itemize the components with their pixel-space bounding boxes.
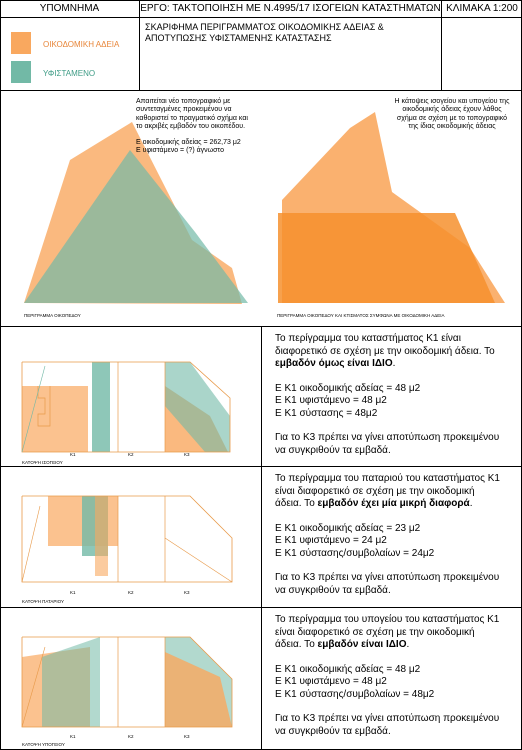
plot-right-caption: ΠΕΡΙΓΡΑΜΜΑ ΟΙΚΟΠΕΔΟΥ ΚΑΙ ΚΤΙΣΜΑΤΟΣ ΣΥΜΦΩ… <box>277 313 445 318</box>
basement-intro-line-3: άδεια. Το εμβαδόν είναι ΙΔΙΟ. <box>275 639 410 650</box>
basement-intro-line-1: Το περίγραμμα του υπογείου του καταστήμα… <box>275 614 500 625</box>
mezzanine-unit-k2: Κ2 <box>128 590 134 595</box>
ground-inner-steps <box>37 386 51 427</box>
legend-swatch-permit <box>11 32 31 54</box>
building-footprint-shape <box>278 213 495 303</box>
legend-bottom-rule <box>0 90 522 91</box>
mezzanine-unit-k1: Κ1 <box>70 590 76 595</box>
ground-existing-shape <box>92 362 110 452</box>
sheet-title-line-2: ΑΠΟΤΥΠΩΣΗΣ ΥΦΙΣΤΑΜΕΝΗΣ ΚΑΤΑΣΤΑΣΗΣ <box>145 33 332 43</box>
ground-area-permit: Ε Κ1 οικοδομικής αδείας = 48 μ2 <box>275 382 421 394</box>
basement-description: Το περίγραμμα του υπογείου του καταστήμα… <box>275 614 520 738</box>
sections-divider <box>261 326 262 750</box>
basement-area-existing: Ε Κ1 υφιστάμενο = 48 μ2 <box>275 676 387 687</box>
frame-top <box>0 0 522 1</box>
ground-intro-line-1: Το περίγραμμα του καταστήματος Κ1 είναι <box>275 333 461 344</box>
ground-description: Το περίγραμμα του καταστήματος Κ1 είναι … <box>275 333 520 457</box>
plot-area-permit: Ε οικοδομικής αδείας = 262,73 μ2 <box>136 139 241 147</box>
legend-label-permit: ΟΙΚΟΔΟΜΙΚΗ ΑΔΕΙΑ <box>43 40 120 49</box>
mezzanine-unit-k3: Κ3 <box>184 590 190 595</box>
basement-permit-k3-shape <box>165 652 232 727</box>
ground-existing-k3-shape <box>165 362 230 452</box>
mezzanine-diagonal <box>21 505 41 583</box>
plot-existing-shape <box>24 150 248 303</box>
ground-area-deed: Ε Κ1 σύστασης = 48μ2 <box>275 407 378 419</box>
plot-right-note-line-4: της ίδιας οικοδομικής άδειας <box>408 122 496 130</box>
ground-outro-line-2: να συγκριθούν τα εμβαδά. <box>275 444 391 456</box>
basement-floor-plan <box>21 636 233 728</box>
basement-unit-k3: Κ3 <box>184 734 190 739</box>
basement-area-deed: Ε Κ1 σύστασης/συμβολαίων = 48μ2 <box>275 688 435 700</box>
scale-label: ΚΛΙΜΑΚΑ 1:200 <box>446 3 518 14</box>
plot-left-note-line-2: συντεταγμένες προκειμένου να <box>136 106 232 114</box>
mezzanine-intro-line-2: είναι διαφορετικό σε σχέση με την οικοδο… <box>275 485 475 497</box>
ground-unit-k3: Κ3 <box>184 452 190 457</box>
mezzanine-outline <box>21 495 233 583</box>
mezzanine-area-permit: Ε Κ1 οικοδομικής αδείας = 23 μ2 <box>275 522 421 534</box>
plot-right-note-line-3: σχήμα σε σχέση με το τοπογραφικό <box>396 114 508 122</box>
basement-unit-k2: Κ2 <box>128 734 134 739</box>
ground-unit-k2: Κ2 <box>128 452 134 457</box>
plot-left-note-line-1: Απαιτείται νέο τοπογραφικό με <box>136 98 231 105</box>
basement-caption: ΚΑΤΟΨΗ ΥΠΟΓΕΙΟΥ <box>22 742 65 747</box>
ground-intro-line-3: εμβαδόν όμως είναι ΙΔΙΟ. <box>275 358 396 369</box>
basement-outro-line-1: Για το Κ3 πρέπει να γίνει αποτύπωση προκ… <box>275 713 500 724</box>
mezzanine-area-verdict: εμβαδόν έχει μία μικρή διαφορά <box>317 498 470 509</box>
plot-left-note-line-4: το ακριβές εμβαδόν του οικοπέδου. <box>136 122 246 130</box>
plot-left-note-line-3: καθοριστεί το πραγματικό σχήμα και <box>136 114 248 122</box>
mezzanine-caption: ΚΑΤΟΨΗ ΠΑΤΑΡΙΟΥ <box>22 599 65 604</box>
plot-outline-right <box>278 112 505 303</box>
ground-outline <box>21 361 231 453</box>
header-rule <box>0 17 522 18</box>
ground-diagonal <box>21 365 46 453</box>
basement-outro-line-2: να συγκριθούν τα εμβαδά. <box>275 725 391 737</box>
legend-swatch-existing <box>11 61 31 83</box>
plot-outline-left <box>24 122 248 304</box>
plot-left-caption: ΠΕΡΙΓΡΑΜΜΑ ΟΙΚΟΠΕΔΟΥ <box>24 313 81 318</box>
ground-area-verdict: εμβαδόν όμως είναι ΙΔΙΟ <box>275 358 393 369</box>
plot-left-note: Απαιτείται νέο τοπογραφικό με συντεταγμέ… <box>136 98 248 156</box>
ground-floor-plan <box>21 361 231 453</box>
mezzanine-permit-strip <box>95 496 108 576</box>
basement-outline <box>21 636 233 728</box>
basement-intro-line-2: είναι διαφορετικό σε σχέση με την οικοδο… <box>275 626 475 638</box>
ground-intro-line-2: διαφορετικό σε σχέση με την οικοδομική ά… <box>275 345 495 357</box>
mezzanine-area-deed: Ε Κ1 σύστασης/συμβολαίων = 24μ2 <box>275 547 435 559</box>
mezzanine-outro-line-1: Για το Κ3 πρέπει να γίνει αποτύπωση προκ… <box>275 572 500 583</box>
scale-divider <box>441 0 442 90</box>
ground-unit-k1: Κ1 <box>70 452 76 457</box>
basement-existing-shape <box>42 637 100 727</box>
basement-area-verdict: εμβαδόν είναι ΙΔΙΟ <box>317 639 407 650</box>
plot-right-note: Η κάτοψεις ισογείου και υπογείου της οικ… <box>388 98 516 131</box>
mezzanine-area-existing: Ε Κ1 υφιστάμενο = 24 μ2 <box>275 535 387 546</box>
plot-right-note-line-2: οικοδομικής άδειας έχουν λάθος <box>402 106 502 114</box>
basement-unit-k1: Κ1 <box>70 734 76 739</box>
project-title: ΕΡΓΟ: ΤΑΚΤΟΠΟΙΗΣΗ ΜΕ Ν.4995/17 ΙΣΟΓΕΙΩΝ … <box>140 3 441 14</box>
mezzanine-floor-plan <box>21 495 233 583</box>
mezzanine-description: Το περίγραμμα του παταριού του καταστήμα… <box>275 473 520 597</box>
sheet-title: ΣΚΑΡΙΦΗΜΑ ΠΕΡΙΓΡΑΜΜΑΤΟΣ ΟΙΚΟΔΟΜΙΚΗΣ ΑΔΕΙ… <box>145 22 384 44</box>
plot-right-note-line-1: Η κάτοψεις ισογείου και υπογείου της <box>394 98 510 105</box>
ground-caption: ΚΑΤΟΨΗ ΙΣΟΓΕΙΟΥ <box>22 460 63 465</box>
basement-diagonal <box>21 646 46 728</box>
sheet-title-line-1: ΣΚΑΡΙΦΗΜΑ ΠΕΡΙΓΡΑΜΜΑΤΟΣ ΟΙΚΟΔΟΜΙΚΗΣ ΑΔΕΙ… <box>145 22 384 32</box>
basement-area-permit: Ε Κ1 οικοδομικής αδείας = 48 μ2 <box>275 663 421 675</box>
mezzanine-intro-line-3: άδεια. Το εμβαδόν έχει μία μικρή διαφορά… <box>275 498 473 509</box>
legend-label-existing: ΥΦΙΣΤΑΜΕΝΟ <box>43 69 96 78</box>
plot-area-existing: Ε υφιστάμενο = (?) άγνωστο <box>136 147 224 155</box>
ground-permit-shape <box>22 386 88 452</box>
legend-divider <box>139 0 140 90</box>
ground-outro-line-1: Για το Κ3 πρέπει να γίνει αποτύπωση προκ… <box>275 432 500 443</box>
ground-area-existing: Ε Κ1 υφιστάμενο = 48 μ2 <box>275 395 387 406</box>
legend-title: ΥΠΟΜΝΗΜΑ <box>39 3 100 14</box>
mezzanine-diagonal-2 <box>164 537 233 583</box>
frame-left <box>0 0 1 750</box>
mezzanine-outro-line-2: να συγκριθούν τα εμβαδά. <box>275 584 391 596</box>
mezzanine-intro-line-1: Το περίγραμμα του παταριού του καταστήμα… <box>275 473 500 484</box>
